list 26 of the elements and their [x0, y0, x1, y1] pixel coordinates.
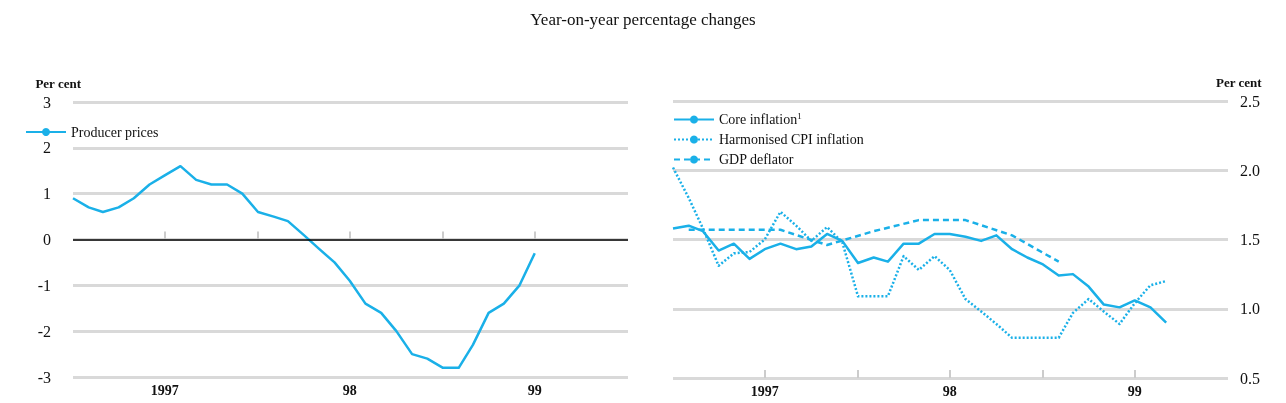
y-tick-label: 2.5: [1240, 92, 1260, 110]
x-tick-label: 99: [527, 382, 542, 398]
legend-label: GDP deflator: [719, 152, 794, 167]
y-tick-label: 2.0: [1240, 161, 1260, 179]
y-tick-label: -2: [37, 322, 51, 340]
y-tick-label: 1: [43, 185, 51, 203]
y-axis-title: Per cent: [35, 76, 82, 91]
y-tick-label: 3: [43, 93, 51, 111]
y-tick-label: -3: [37, 368, 51, 386]
y-tick-label: 0.5: [1240, 369, 1260, 387]
chart-title: Year-on-year percentage changes: [529, 10, 757, 30]
line-series: [671, 166, 1168, 340]
x-tick-label: 1997: [150, 382, 179, 398]
y-tick-label: 2: [43, 139, 51, 157]
x-tick-label: 98: [942, 383, 957, 399]
y-axis-title: Per cent: [1216, 75, 1263, 90]
legend-label: Harmonised CPI inflation: [719, 132, 864, 147]
line-series: [71, 164, 536, 370]
x-tick-label: 1997: [750, 383, 779, 399]
x-tick-label: 99: [1127, 383, 1142, 399]
y-tick-label: -1: [37, 276, 51, 294]
y-tick-label: 0: [43, 231, 51, 248]
y-tick-label: 1.5: [1240, 231, 1260, 248]
y-tick-label: 1.0: [1240, 300, 1260, 318]
legend-label: Producer prices: [71, 124, 159, 140]
x-tick-label: 98: [342, 382, 357, 398]
